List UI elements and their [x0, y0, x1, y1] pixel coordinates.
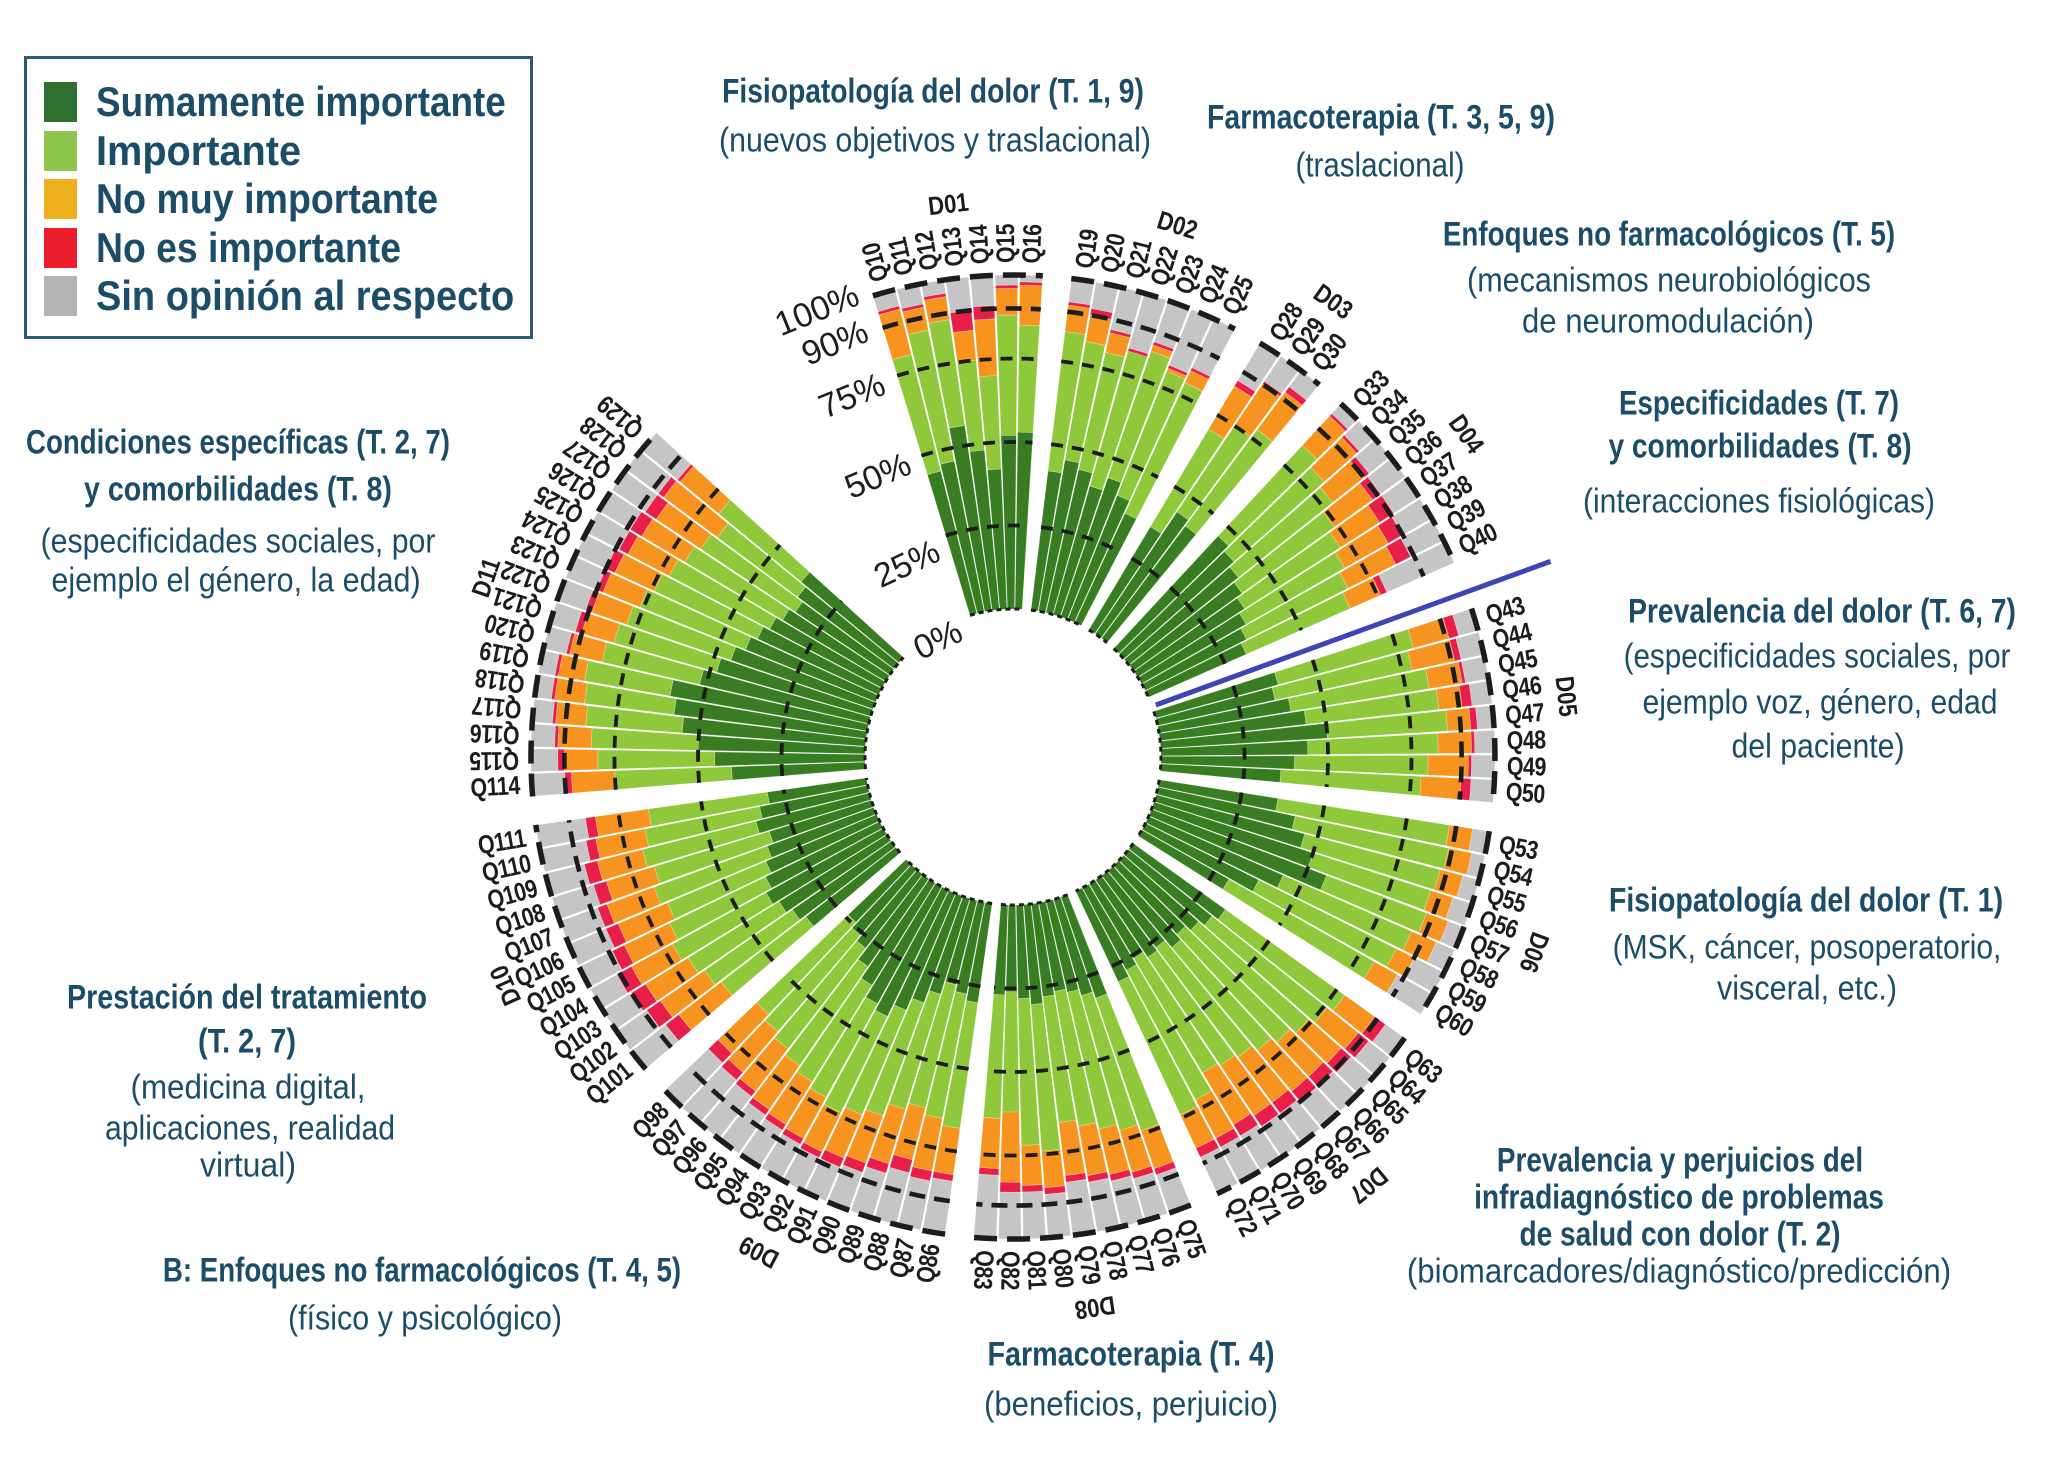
- svg-text:D02: D02: [1154, 206, 1201, 246]
- svg-text:Q116: Q116: [469, 718, 520, 750]
- svg-text:Q114: Q114: [470, 771, 522, 803]
- svg-text:Q81: Q81: [1020, 1250, 1051, 1291]
- svg-text:Q82: Q82: [995, 1251, 1025, 1290]
- svg-text:Q12: Q12: [909, 229, 945, 273]
- svg-text:Q47: Q47: [1504, 698, 1546, 731]
- svg-text:Q80: Q80: [1046, 1247, 1079, 1289]
- svg-text:Q118: Q118: [473, 662, 526, 699]
- svg-text:Q50: Q50: [1505, 777, 1546, 809]
- svg-text:75%: 75%: [813, 366, 890, 427]
- svg-text:D01: D01: [927, 188, 971, 222]
- svg-text:Q117: Q117: [471, 690, 523, 724]
- svg-text:Q16: Q16: [1017, 224, 1048, 264]
- svg-text:Q115: Q115: [469, 745, 519, 775]
- svg-text:Q15: Q15: [991, 224, 1021, 264]
- svg-text:D09: D09: [734, 1229, 783, 1273]
- svg-text:25%: 25%: [868, 532, 946, 595]
- svg-text:Q14: Q14: [964, 223, 996, 265]
- svg-text:0%: 0%: [908, 612, 969, 667]
- svg-text:D05: D05: [1549, 675, 1582, 718]
- svg-text:Q13: Q13: [936, 226, 970, 268]
- svg-text:Q53: Q53: [1497, 830, 1541, 866]
- svg-text:Q46: Q46: [1501, 671, 1544, 706]
- svg-text:Q49: Q49: [1507, 752, 1547, 782]
- svg-text:D08: D08: [1073, 1290, 1117, 1325]
- svg-text:Q19: Q19: [1070, 227, 1105, 270]
- svg-text:Q45: Q45: [1496, 644, 1540, 680]
- svg-text:50%: 50%: [839, 445, 916, 507]
- svg-text:D06: D06: [1513, 928, 1554, 976]
- svg-text:Q79: Q79: [1071, 1243, 1106, 1286]
- svg-text:Q86: Q86: [911, 1242, 947, 1286]
- svg-text:Q83: Q83: [967, 1249, 999, 1290]
- svg-text:Q48: Q48: [1506, 725, 1546, 756]
